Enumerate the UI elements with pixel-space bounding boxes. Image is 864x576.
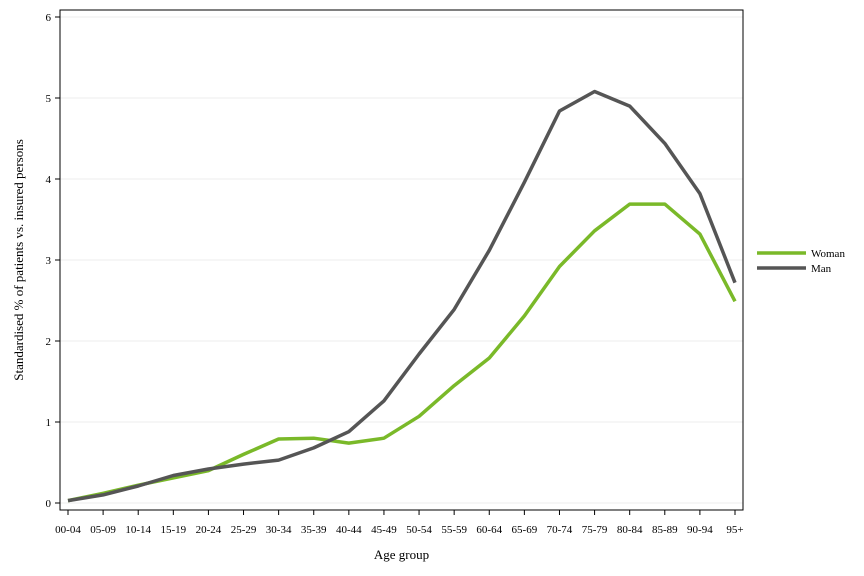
- legend-label-man: Man: [811, 263, 832, 275]
- x-tick-label: 90-94: [687, 524, 713, 536]
- x-tick-label: 65-69: [512, 524, 538, 536]
- series-line-man: [67, 89, 737, 503]
- y-tick-label: 6: [46, 12, 52, 24]
- x-tick-label: 40-44: [336, 524, 362, 536]
- series-line-woman: [67, 202, 737, 503]
- x-axis-title: Age group: [374, 547, 429, 562]
- x-tick-label: 30-34: [266, 524, 292, 536]
- x-tick-label: 15-19: [160, 524, 186, 536]
- x-tick-label: 35-39: [301, 524, 327, 536]
- x-tick-label: 00-04: [55, 524, 81, 536]
- legend-label-woman: Woman: [811, 248, 845, 260]
- y-tick-label: 4: [46, 174, 52, 186]
- x-tick-label: 70-74: [547, 524, 573, 536]
- x-tick-label: 95+: [726, 524, 743, 536]
- x-tick-label: 50-54: [406, 524, 432, 536]
- y-tick-label: 3: [46, 255, 52, 267]
- x-tick-label: 75-79: [582, 524, 608, 536]
- x-tick-label: 10-14: [125, 524, 151, 536]
- y-axis-title: Standardised % of patients vs. insured p…: [11, 139, 26, 381]
- x-tick-label: 20-24: [196, 524, 222, 536]
- y-tick-label: 0: [46, 498, 52, 510]
- y-tick-label: 5: [46, 93, 52, 105]
- legend: Woman Man: [757, 248, 845, 275]
- grid-lines: [60, 16, 743, 504]
- x-tick-label: 55-59: [441, 524, 467, 536]
- x-tick-label: 60-64: [476, 524, 502, 536]
- x-tick-label: 05-09: [90, 524, 116, 536]
- x-tick-label: 45-49: [371, 524, 397, 536]
- y-tick-label: 2: [46, 336, 52, 348]
- x-tick-label: 25-29: [231, 524, 257, 536]
- axes: 0 1 2 3 4 5 6 00-04 05-09 10-14 15-19 20-24 25-29 30-…: [46, 12, 744, 536]
- x-tick-label: 80-84: [617, 524, 643, 536]
- series-lines: [67, 89, 737, 503]
- y-tick-label: 1: [46, 417, 52, 429]
- x-tick-label: 85-89: [652, 524, 678, 536]
